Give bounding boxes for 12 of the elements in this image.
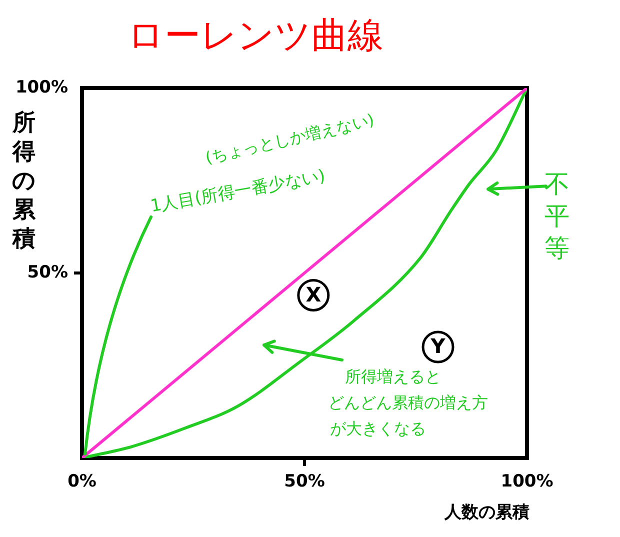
annotation: (ちょっとしか増えない) [204, 110, 376, 168]
x-tick-label: 0% [68, 472, 96, 492]
x-tick-label: 100% [500, 472, 554, 492]
annotation: 所得増えるとどんどん累積の増え方が大きくなる [328, 367, 488, 438]
text: 不平等 [544, 170, 570, 262]
y-axis-title: 所得の累積 [12, 110, 36, 252]
annotation: 1人目(所得一番少ない) [148, 166, 327, 217]
annotation: X [306, 282, 322, 306]
x-axis-title: 人数の累積 [444, 502, 530, 522]
annotation: Y [430, 334, 446, 358]
chart-title: ローレンツ曲線 [128, 15, 384, 56]
x-tick-label: 50% [284, 472, 325, 492]
